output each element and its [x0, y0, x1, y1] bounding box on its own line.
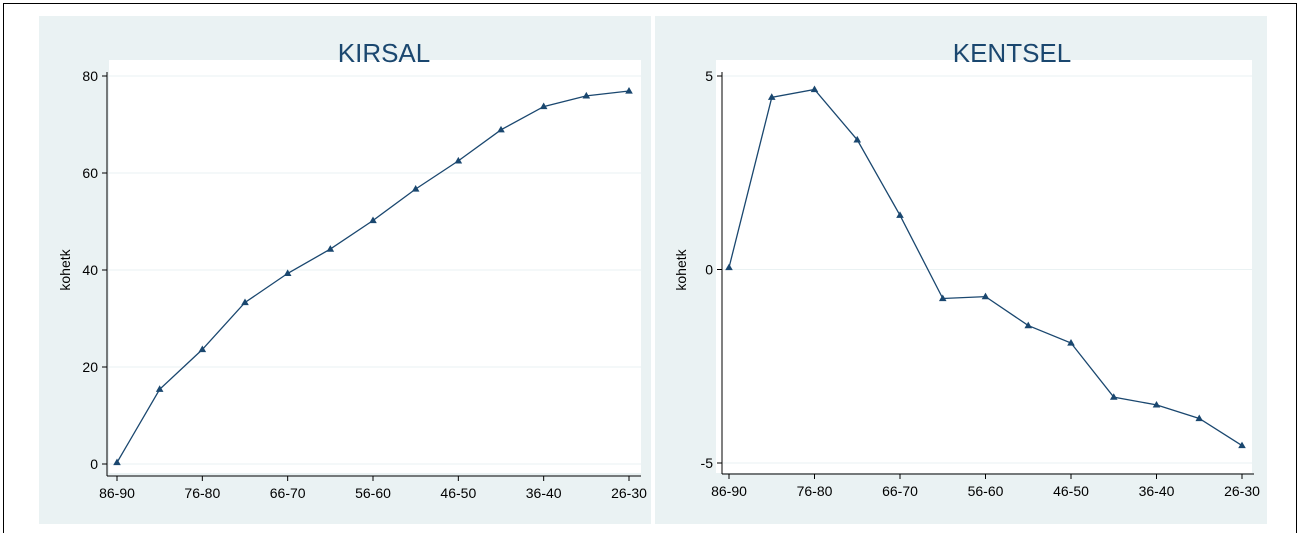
x-tick-label: 76-80 [797, 483, 833, 499]
y-tick-label: 80 [82, 68, 98, 84]
chart-panel-kirsal: KIRSAL kohetk 0 20 40 60 80 86-90 76-80 66-70 56… [39, 16, 651, 524]
data-point-marker [497, 125, 505, 133]
y-tick-label: -5 [701, 455, 714, 471]
x-tick-label: 36-40 [1139, 483, 1175, 499]
data-point-marker [1024, 321, 1033, 329]
data-point-marker [326, 245, 335, 252]
y-axis-title: kohetk [673, 248, 689, 290]
data-point-marker [1238, 441, 1246, 449]
data-point-marker [767, 93, 776, 100]
data-point-marker [1195, 414, 1204, 422]
x-tick-label: 66-70 [270, 485, 306, 501]
data-point-marker [810, 85, 819, 93]
x-tick-label: 36-40 [526, 485, 562, 501]
data-point-marker [198, 345, 207, 353]
y-tick-label: 20 [82, 359, 98, 375]
data-point-marker [283, 269, 292, 276]
data-point-marker [625, 87, 633, 94]
axes [102, 72, 641, 481]
x-tick-label: 56-60 [968, 483, 1004, 499]
chart-title: KENTSEL [953, 38, 1072, 68]
gridlines [108, 75, 641, 465]
gridlines [723, 75, 1254, 464]
data-point-marker [241, 298, 249, 306]
data-point-marker [582, 91, 591, 99]
series [725, 85, 1246, 449]
data-point-marker [1109, 393, 1118, 400]
x-tick-label: 66-70 [882, 483, 918, 499]
y-tick-label: 0 [90, 456, 98, 472]
data-point-marker [853, 135, 862, 143]
data-point-marker [411, 185, 420, 192]
x-tick-label: 76-80 [184, 485, 220, 501]
tick-labels: -5 0 5 86-90 76-80 66-70 56-60 46-50 36-40 26-30 [701, 68, 1261, 499]
x-tick-label: 46-50 [1053, 483, 1089, 499]
plot-area [109, 60, 641, 473]
data-point-marker [938, 294, 947, 302]
x-tick-label: 86-90 [99, 485, 135, 501]
x-tick-label: 56-60 [355, 485, 391, 501]
data-point-marker [1067, 339, 1075, 346]
x-tick-label: 86-90 [711, 483, 747, 499]
x-tick-label: 26-30 [1224, 483, 1260, 499]
data-point-marker [539, 102, 548, 110]
data-point-marker [454, 156, 463, 164]
x-tick-label: 26-30 [611, 485, 647, 501]
figure-frame [3, 3, 1297, 533]
axes [717, 72, 1254, 479]
series [113, 87, 633, 466]
y-tick-label: 0 [705, 262, 713, 278]
y-tick-label: 5 [705, 68, 713, 84]
y-tick-label: 40 [82, 262, 98, 278]
data-point-marker [155, 385, 164, 392]
data-point-marker [369, 216, 377, 224]
y-axis-title: kohetk [57, 248, 73, 290]
data-point-marker [725, 263, 733, 271]
plot-area [716, 60, 1252, 473]
y-tick-label: 60 [82, 165, 98, 181]
data-point-marker [1152, 400, 1161, 408]
chart-title: KIRSAL [338, 38, 431, 68]
data-point-marker [113, 458, 121, 466]
chart-panel-kentsel: KENTSEL kohetk -5 0 5 86-90 76-80 66-70 56-60 4… [655, 16, 1267, 524]
data-point-marker [981, 292, 990, 300]
tick-labels: 0 20 40 60 80 86-90 76-80 66-70 56-60 46-50 36-40 2… [82, 68, 647, 501]
x-tick-label: 46-50 [440, 485, 476, 501]
data-point-marker [896, 211, 904, 218]
